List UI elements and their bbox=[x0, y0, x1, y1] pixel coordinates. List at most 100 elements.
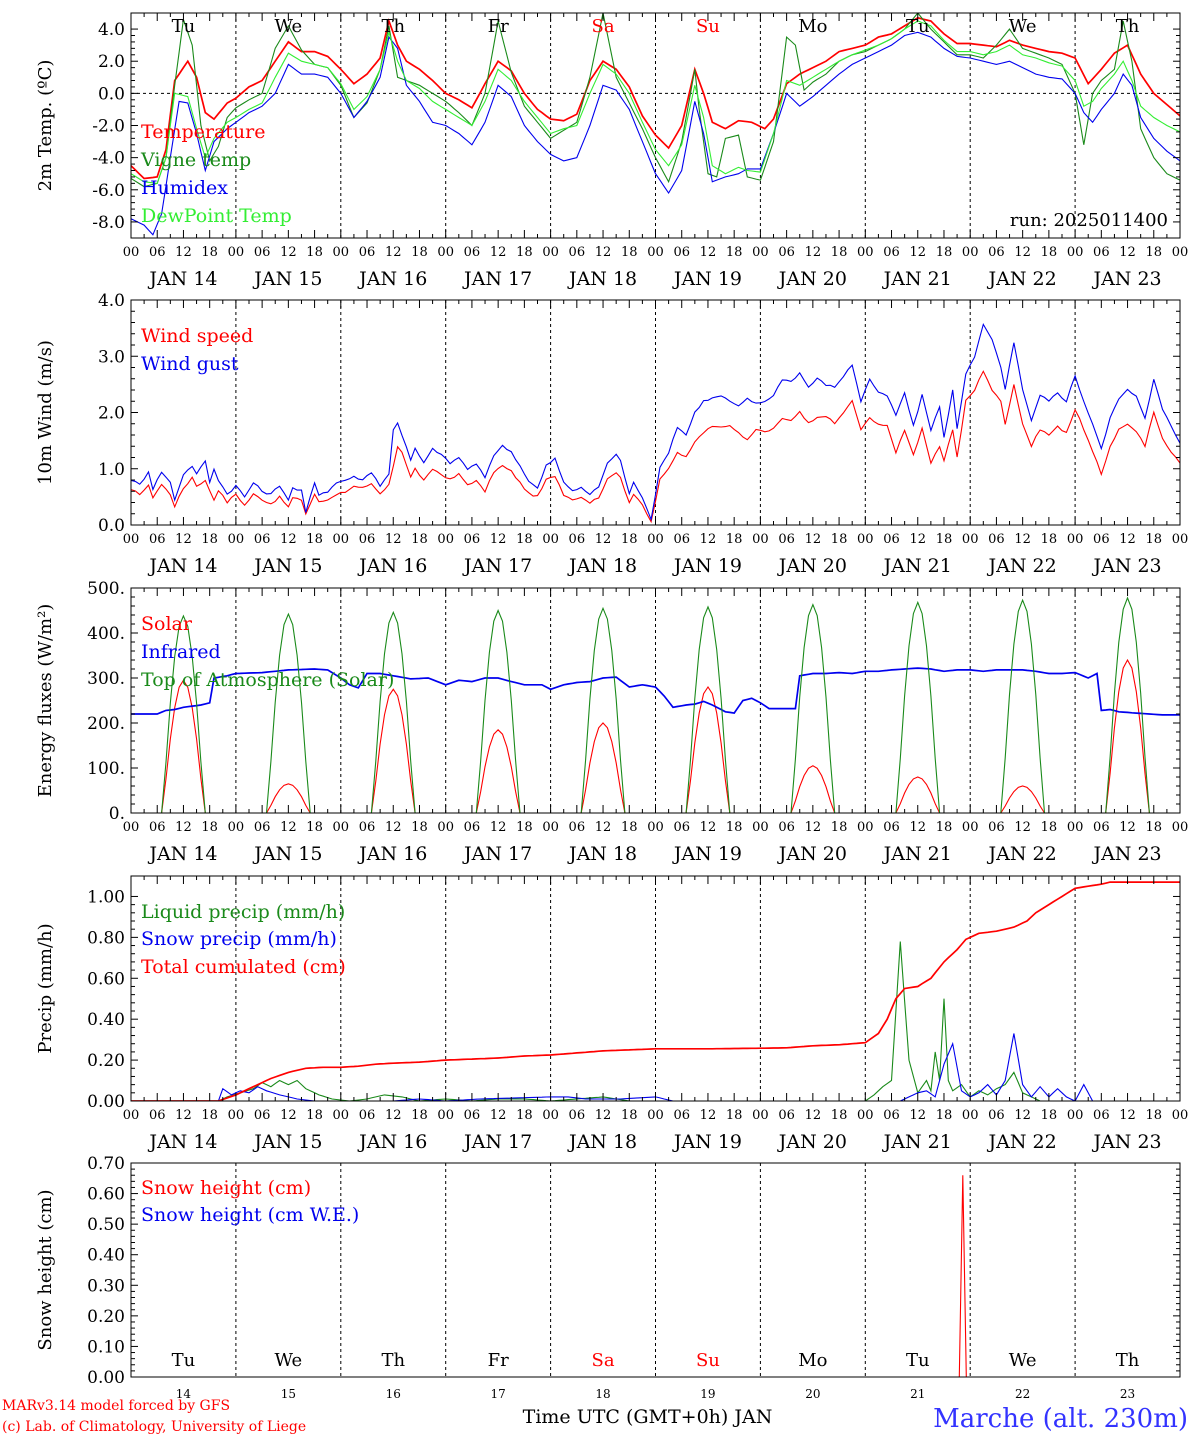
series-line-infrared bbox=[131, 667, 1180, 716]
x-day-label: JAN 23 bbox=[1091, 1131, 1161, 1153]
x-hour-label: 06 bbox=[1093, 245, 1110, 260]
y-tick-label: 0.40 bbox=[87, 1010, 125, 1030]
x-hour-label: 18 bbox=[831, 820, 848, 835]
legend-entry: Solar bbox=[141, 613, 193, 635]
y-tick-label: 200. bbox=[87, 714, 125, 734]
x-hour-label: 18 bbox=[831, 532, 848, 547]
y-axis-title: Precip (mm/h) bbox=[35, 923, 56, 1053]
x-day-label: JAN 22 bbox=[987, 268, 1057, 290]
y-tick-label: -8.0 bbox=[92, 213, 125, 233]
run-label: run: 2025011400 bbox=[1010, 210, 1168, 231]
weekday-label: Tu bbox=[172, 16, 196, 37]
x-hour-label: 06 bbox=[1093, 1108, 1110, 1123]
x-day-number: 23 bbox=[1120, 1387, 1135, 1401]
x-day-number: 19 bbox=[700, 1387, 715, 1401]
x-hour-label: 12 bbox=[909, 245, 926, 260]
panel-3: 500. 400. 300. 200. 100. 0. Energy fluxes (W/m… bbox=[35, 579, 1188, 865]
series-line-snow-height-cm- bbox=[131, 1175, 1180, 1377]
x-hour-label: 06 bbox=[883, 532, 900, 547]
series-line-total-cumulated-cm- bbox=[131, 881, 1180, 1101]
x-hour-label: 00 bbox=[123, 820, 140, 835]
x-hour-label: 06 bbox=[254, 532, 271, 547]
series-line-solar bbox=[131, 658, 1180, 813]
weekday-label: Th bbox=[1116, 1350, 1140, 1371]
x-hour-label: 18 bbox=[201, 820, 218, 835]
x-day-label: JAN 17 bbox=[462, 555, 532, 577]
x-hour-label: 12 bbox=[175, 532, 192, 547]
y-axis-title: Energy fluxes (W/m²) bbox=[35, 604, 56, 798]
x-hour-label: 12 bbox=[595, 820, 612, 835]
x-hour-label: 12 bbox=[280, 245, 297, 260]
x-hour-label: 18 bbox=[621, 532, 638, 547]
x-hour-label: 18 bbox=[1041, 1108, 1058, 1123]
y-tick-label: 0. bbox=[109, 804, 125, 824]
x-day-label: JAN 17 bbox=[462, 1131, 532, 1153]
legend-entry: DewPoint Temp bbox=[141, 205, 292, 227]
y-tick-label: 0.00 bbox=[87, 1368, 125, 1388]
x-day-label: JAN 16 bbox=[357, 268, 427, 290]
x-hour-label: 00 bbox=[123, 245, 140, 260]
x-hour-label: 00 bbox=[333, 245, 350, 260]
x-hour-label: 00 bbox=[962, 245, 979, 260]
x-hour-label: 18 bbox=[411, 532, 428, 547]
x-day-number: 14 bbox=[176, 1387, 192, 1401]
x-hour-label: 12 bbox=[1119, 820, 1136, 835]
x-hour-label: 00 bbox=[1172, 820, 1189, 835]
x-day-label: JAN 18 bbox=[567, 1131, 637, 1153]
y-tick-label: 0.80 bbox=[87, 928, 125, 948]
x-hour-label: 00 bbox=[1067, 245, 1084, 260]
x-hour-label: 12 bbox=[1014, 532, 1031, 547]
x-axis-title: Time UTC (GMT+0h) JAN bbox=[523, 1406, 773, 1428]
x-hour-label: 06 bbox=[359, 820, 376, 835]
x-hour-label: 00 bbox=[1067, 820, 1084, 835]
weekday-label: Th bbox=[1116, 16, 1140, 37]
x-hour-label: 06 bbox=[883, 1108, 900, 1123]
x-hour-label: 18 bbox=[1146, 1108, 1163, 1123]
x-hour-label: 06 bbox=[988, 820, 1005, 835]
x-hour-label: 06 bbox=[569, 245, 586, 260]
y-tick-label: 4.0 bbox=[98, 291, 125, 311]
series-line-temperature bbox=[131, 16, 1180, 180]
y-axis-title: 2m Temp. (ºC) bbox=[35, 60, 56, 192]
x-hour-label: 12 bbox=[385, 245, 402, 260]
x-hour-label: 18 bbox=[1041, 245, 1058, 260]
x-hour-label: 12 bbox=[490, 532, 507, 547]
x-hour-label: 06 bbox=[988, 1108, 1005, 1123]
weekday-label: Mo bbox=[798, 16, 827, 37]
x-hour-label: 06 bbox=[883, 820, 900, 835]
x-hour-label: 18 bbox=[411, 1108, 428, 1123]
x-day-label: JAN 14 bbox=[147, 555, 217, 577]
x-day-label: JAN 23 bbox=[1091, 555, 1161, 577]
x-hour-label: 06 bbox=[149, 245, 166, 260]
x-hour-label: 00 bbox=[647, 532, 664, 547]
x-hour-label: 06 bbox=[464, 820, 481, 835]
x-hour-label: 00 bbox=[228, 532, 245, 547]
x-day-label: JAN 20 bbox=[777, 268, 847, 290]
x-hour-label: 06 bbox=[254, 820, 271, 835]
x-hour-label: 12 bbox=[280, 532, 297, 547]
y-tick-label: 0.20 bbox=[87, 1051, 125, 1071]
x-hour-label: 00 bbox=[542, 820, 559, 835]
x-day-label: JAN 19 bbox=[672, 1131, 742, 1153]
x-day-number: 22 bbox=[1015, 1387, 1030, 1401]
series-line-snow-precip-mm-h- bbox=[131, 1033, 1180, 1101]
x-hour-label: 00 bbox=[542, 1108, 559, 1123]
x-hour-label: 18 bbox=[516, 820, 533, 835]
x-hour-label: 00 bbox=[437, 245, 454, 260]
y-tick-label: 100. bbox=[87, 759, 125, 779]
series-line-dewpoint-temp bbox=[131, 20, 1180, 185]
x-hour-label: 18 bbox=[936, 820, 953, 835]
x-hour-label: 18 bbox=[621, 1108, 638, 1123]
weekday-label: Sa bbox=[592, 1350, 615, 1371]
x-hour-label: 12 bbox=[385, 532, 402, 547]
x-hour-label: 06 bbox=[464, 1108, 481, 1123]
x-hour-label: 18 bbox=[516, 532, 533, 547]
x-hour-label: 12 bbox=[595, 1108, 612, 1123]
x-hour-label: 00 bbox=[1067, 1108, 1084, 1123]
x-hour-label: 18 bbox=[936, 532, 953, 547]
legend-entry: Wind speed bbox=[141, 325, 253, 347]
legend-entry: Total cumulated (cm) bbox=[141, 956, 346, 978]
x-hour-label: 18 bbox=[936, 1108, 953, 1123]
y-tick-label: 0.0 bbox=[98, 516, 125, 536]
weekday-label: We bbox=[275, 16, 303, 37]
